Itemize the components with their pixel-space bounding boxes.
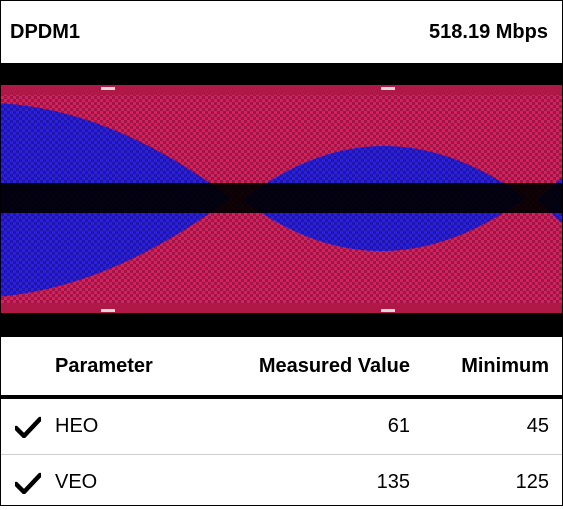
status-cell [1,472,55,494]
minimum-cell: 125 [515,471,549,493]
table-row: HEO 61 45 [1,399,562,455]
card-header: DPDM1 518.19 Mbps [1,1,562,63]
column-header-measured-value: Measured Value [258,354,410,377]
status-cell [1,416,55,438]
channel-title: DPDM1 [10,20,81,43]
check-icon [15,416,41,438]
measured-value-cell: 61 [387,415,410,437]
column-header-minimum: Minimum [461,354,549,377]
column-header-parameter: Parameter [55,354,153,377]
measured-value-cell: 135 [376,471,410,493]
eye-diagram [1,63,562,337]
parameter-cell: VEO [55,471,98,493]
table-row: VEO 135 125 [1,455,562,510]
data-rate: 518.19 Mbps [429,20,548,43]
table-header-row: Parameter Measured Value Minimum [1,337,562,399]
minimum-cell: 45 [526,415,549,437]
measurement-table: Parameter Measured Value Minimum HEO 61 … [1,337,562,510]
parameter-cell: HEO [55,415,99,437]
check-icon [15,472,41,494]
